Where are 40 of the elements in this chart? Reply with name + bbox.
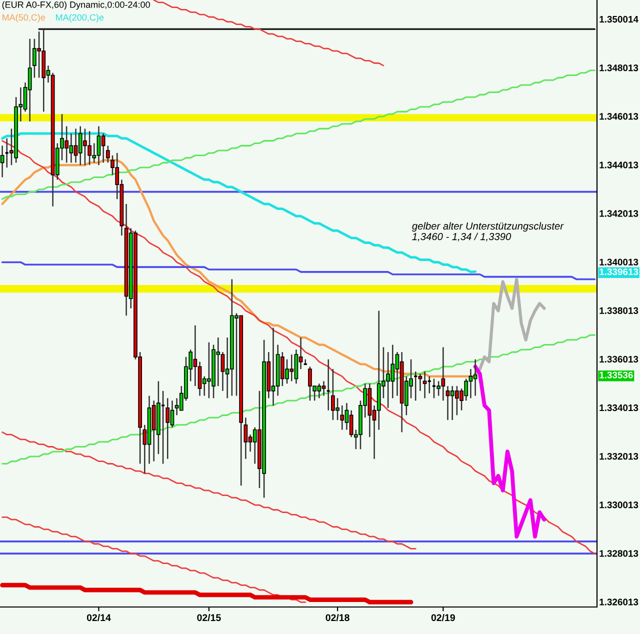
- candlestick: [0, 145, 4, 178]
- y-tick-label: 1.326013: [600, 598, 638, 606]
- x-tick-label: 02/18: [326, 614, 350, 622]
- line-series: [2, 334, 596, 465]
- line-series: [2, 516, 306, 603]
- line-series: [2, 431, 416, 550]
- candlestick: [28, 38, 32, 122]
- line-series: [2, 70, 596, 200]
- y-tick-label: 1.336013: [600, 356, 638, 363]
- x-tick-label: 02/19: [431, 614, 455, 622]
- y-tick-label: 1.332013: [600, 452, 638, 460]
- y-tick-label: 1.33536: [600, 372, 633, 378]
- y-tick-label: 1.346013: [600, 113, 638, 120]
- y-tick-label: 1.350014: [600, 16, 638, 23]
- candlestick: [473, 358, 478, 396]
- text: MA(200,C)e: [56, 14, 104, 22]
- candlestick: [244, 416, 248, 460]
- y-tick-label: 1.330013: [600, 502, 638, 508]
- candlestick: [166, 398, 170, 460]
- text: MA(50,C)e: [2, 14, 46, 22]
- y-tick-label: 1.338013: [600, 307, 638, 314]
- line-series: [2, 140, 596, 554]
- line-series: [473, 364, 546, 539]
- y-tick-label: 1.328013: [600, 550, 638, 557]
- line-series: [1, 261, 596, 280]
- candlestick: [106, 145, 110, 164]
- x-tick-label: 02/15: [197, 614, 221, 622]
- chart-title: (EUR A0-FX,60) Dynamic,0:00-24:00: [2, 1, 150, 10]
- y-tick-label: 1.339613: [600, 268, 638, 276]
- annotation: gelber alter Unterstützungscluster 1,3460 - 1,34 / 1,3390: [412, 222, 564, 242]
- candlestick: [340, 404, 344, 430]
- y-tick-label: 1.334013: [600, 404, 638, 412]
- y-tick-label: 1.342013: [600, 210, 638, 217]
- x-tick-label: 02/14: [86, 614, 111, 622]
- candlestick: [101, 132, 106, 164]
- y-tick-label: 1.340013: [600, 258, 638, 266]
- line-series: [153, 0, 384, 66]
- y-tick-label: 1.344013: [600, 162, 638, 168]
- y-tick-label: 1.348013: [600, 64, 638, 72]
- line-series: [0, 582, 414, 604]
